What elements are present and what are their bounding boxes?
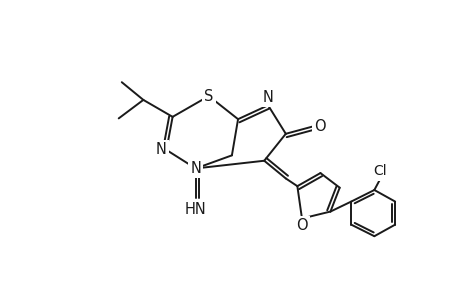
Text: N: N [155, 142, 166, 158]
Text: O: O [313, 118, 325, 134]
Text: HN: HN [185, 202, 206, 217]
Text: N: N [262, 90, 273, 105]
Text: S: S [204, 88, 213, 104]
Text: N: N [190, 161, 201, 176]
Text: O: O [296, 218, 307, 233]
Text: Cl: Cl [373, 164, 386, 178]
